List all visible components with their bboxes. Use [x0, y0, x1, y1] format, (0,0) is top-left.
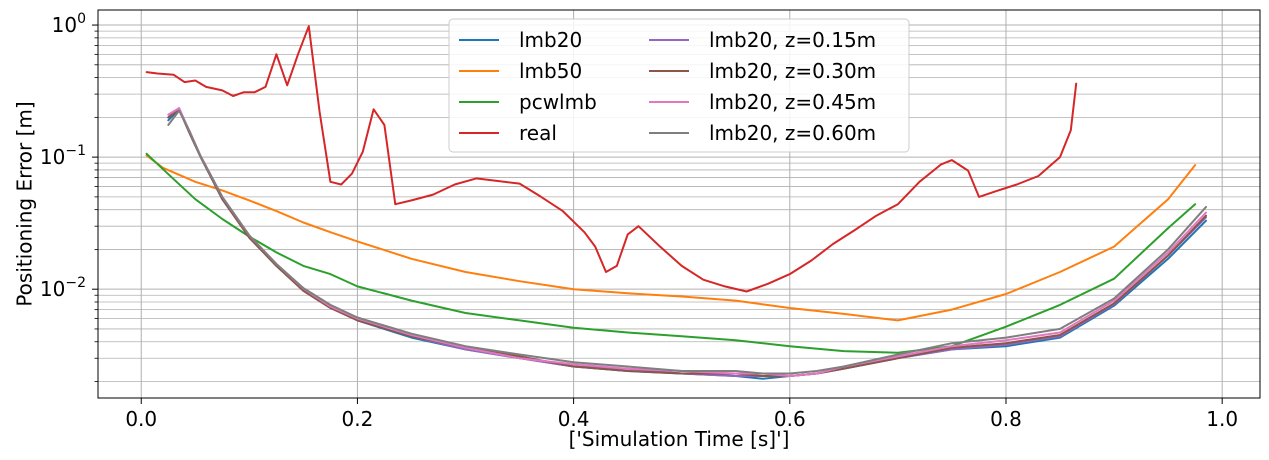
- legend-label: lmb20, z=0.60m: [709, 121, 876, 145]
- legend-label: lmb20, z=0.15m: [709, 28, 876, 52]
- x-tick-label: 0.2: [342, 407, 374, 431]
- y-axis-ticks: 10−2 10−1 100: [40, 11, 98, 382]
- y-axis-label: Positioning Error [m]: [13, 101, 37, 306]
- legend: lmb20 lmb50 pcwlmb real lmb20, z=0.15m lmb20,…: [448, 18, 910, 153]
- legend-label: pcwlmb: [519, 90, 597, 114]
- x-axis-label: ['Simulation Time [s]']: [569, 427, 790, 451]
- legend-label: lmb50: [519, 59, 582, 83]
- series-line-lmb20-z-0-60m: [167, 109, 1207, 375]
- x-tick-label: 0.4: [558, 407, 590, 431]
- x-tick-label: 0.8: [990, 407, 1022, 431]
- legend-label: lmb20, z=0.45m: [709, 90, 876, 114]
- y-tick-label: 10−1: [40, 143, 86, 169]
- series-line-lmb20-z-0-30m: [167, 108, 1207, 377]
- x-tick-label: 0.0: [125, 407, 157, 431]
- series-line-lmb50: [145, 154, 1197, 322]
- legend-label: real: [519, 121, 557, 145]
- legend-label: lmb20, z=0.30m: [709, 59, 876, 83]
- x-tick-label: 0.6: [774, 407, 806, 431]
- series-line-real: [145, 25, 1078, 293]
- series-group: [145, 25, 1207, 380]
- y-tick-label: 100: [52, 11, 86, 37]
- x-tick-label: 1.0: [1206, 407, 1238, 431]
- legend-label: lmb20: [519, 28, 582, 52]
- legend-box: [448, 18, 910, 153]
- axes-frame: [97, 9, 1261, 399]
- x-axis-ticks: 0.0 0.2 0.4 0.6 0.8 1.0: [125, 398, 1238, 431]
- y-tick-label: 10−2: [40, 275, 86, 301]
